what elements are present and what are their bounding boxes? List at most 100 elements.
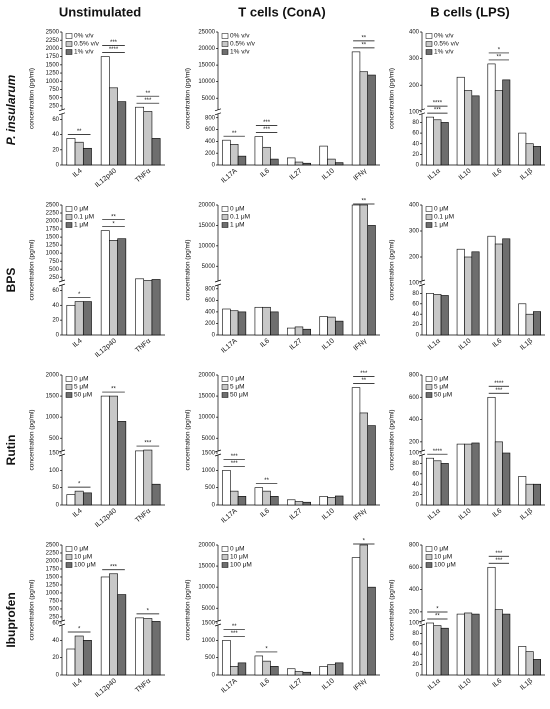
y-tick-label: 2000: [46, 219, 60, 225]
bar: [433, 460, 442, 506]
bar: [151, 483, 161, 506]
x-tick-label: IFNγ: [352, 167, 368, 182]
legend-label: 0 μM: [434, 206, 449, 213]
bar: [426, 293, 434, 336]
legend-label: 50 μM: [434, 392, 452, 399]
x-tick-label: TNFα: [134, 508, 152, 525]
y-tick-label: 20: [52, 655, 59, 661]
legend-label: 1 μM: [74, 222, 89, 229]
y-tick-label: 1250: [46, 71, 60, 77]
legend-label: 5 μM: [230, 384, 245, 391]
legend-label: 0% v/v: [230, 33, 250, 40]
y-tick-label: 60: [412, 301, 419, 307]
legend-label: 0.5% v/v: [230, 41, 256, 48]
legend-label: 50 μM: [230, 392, 248, 399]
y-tick-label: 1500: [46, 235, 60, 241]
legend-swatch: [221, 222, 229, 228]
y-tick-label: 10000: [198, 585, 215, 591]
bar: [327, 664, 336, 676]
row-title: Rutin: [4, 435, 18, 466]
bar: [109, 573, 118, 676]
bar: [294, 501, 304, 506]
bar: [327, 158, 336, 166]
bar: [82, 147, 92, 166]
y-tick-label: 1000: [46, 251, 60, 257]
y-tick-label: 500: [49, 95, 60, 101]
bar: [525, 483, 534, 506]
bar: [302, 328, 311, 336]
bar: [151, 621, 161, 676]
legend-swatch: [425, 222, 433, 228]
bar: [222, 470, 231, 506]
y-tick-label: 750: [49, 259, 60, 265]
legend-label: 0 μM: [230, 376, 245, 383]
significance-label: ***: [495, 388, 503, 394]
y-tick-label: 15000: [198, 223, 215, 229]
significance-label: *: [265, 647, 268, 653]
legend-label: 1% v/v: [230, 49, 250, 56]
y-tick-label: 60: [52, 621, 59, 627]
bar: [262, 660, 271, 676]
x-tick-label: IL12p40: [94, 168, 118, 190]
axis-break: [214, 623, 222, 627]
x-tick-label: IFNγ: [352, 337, 368, 352]
significance-label: **: [361, 199, 366, 205]
column-title: T cells (ConA): [238, 4, 325, 19]
bar: [100, 230, 110, 336]
x-tick-label: IL10: [321, 508, 336, 522]
legend-label: 100 μM: [434, 562, 456, 569]
bar: [433, 294, 442, 336]
y-tick-label: 0: [56, 673, 60, 679]
y-tick-label: 150: [49, 451, 60, 457]
bar: [533, 659, 541, 676]
bar: [287, 157, 296, 166]
legend-label: 0.5% v/v: [74, 41, 100, 48]
y-tick-label: 60: [412, 641, 419, 647]
y-axis-label: concentration (pg/ml): [185, 239, 192, 300]
significance-label: ***: [144, 441, 152, 447]
axis-break: [418, 453, 426, 457]
bar: [74, 490, 84, 506]
y-tick-label: 2250: [46, 38, 60, 44]
bar: [502, 238, 511, 336]
legend-swatch: [221, 33, 229, 39]
y-tick-label: 5000: [202, 96, 216, 102]
bar: [302, 671, 311, 676]
y-tick-label: 2500: [46, 543, 60, 549]
significance-label: ***: [231, 461, 239, 467]
significance-label: ***: [360, 371, 368, 377]
axis-break: [215, 281, 221, 285]
y-tick-label: 400: [409, 417, 420, 423]
y-tick-label: 1000: [202, 468, 216, 474]
significance-label: ***: [263, 127, 271, 133]
significance-label: ***: [110, 564, 118, 570]
legend-label: 0.1 μM: [434, 214, 454, 221]
significance-label: *: [78, 482, 81, 488]
y-tick-label: 600: [409, 395, 420, 401]
significance-label: *: [78, 292, 81, 298]
x-tick-label: IL1β: [519, 338, 534, 352]
y-tick-label: 20000: [198, 543, 215, 549]
x-tick-label: IL27: [289, 508, 304, 522]
y-tick-label: 100: [409, 451, 420, 457]
bar: [135, 617, 145, 676]
bar: [518, 646, 527, 676]
y-tick-label: 10000: [198, 243, 215, 249]
bar: [82, 301, 92, 336]
bar: [525, 651, 534, 676]
x-tick-label: IL12p40: [94, 338, 118, 360]
bar: [351, 557, 361, 676]
bar: [359, 204, 368, 336]
bar: [109, 240, 118, 336]
y-tick-label: 15000: [198, 394, 215, 400]
y-axis-label: concentration (pg/ml): [29, 239, 36, 300]
axis-break: [418, 112, 426, 116]
y-axis-label: concentration (pg/ml): [185, 68, 192, 129]
significance-label: **: [497, 54, 502, 60]
y-tick-label: 300: [409, 56, 420, 62]
bar: [464, 612, 473, 676]
bar: [143, 449, 153, 506]
bar: [270, 666, 279, 676]
y-tick-label: 800: [205, 286, 216, 292]
legend-label: 0 μM: [434, 376, 449, 383]
